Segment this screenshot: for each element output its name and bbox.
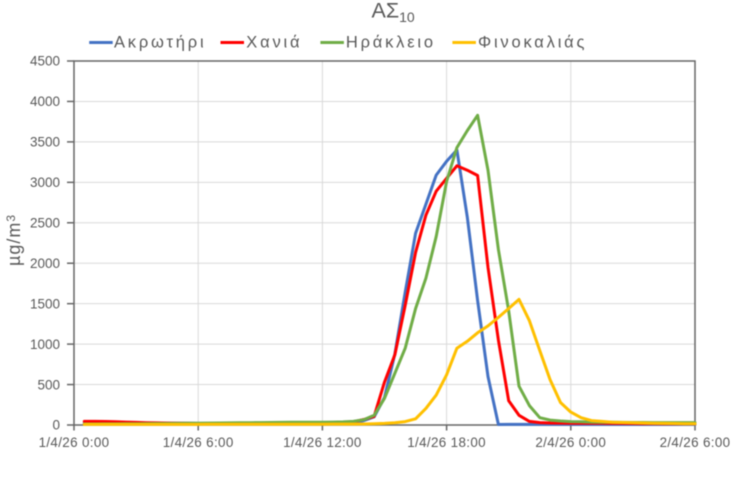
svg-text:0: 0 <box>52 418 60 433</box>
svg-text:4500: 4500 <box>30 54 60 69</box>
svg-text:2/4/26 0:00: 2/4/26 0:00 <box>535 435 606 450</box>
svg-text:Ακρωτήρι: Ακρωτήρι <box>114 34 206 52</box>
svg-text:Φινοκαλιάς: Φινοκαλιάς <box>478 34 587 52</box>
svg-text:2/4/26 6:00: 2/4/26 6:00 <box>660 435 731 450</box>
svg-text:1/4/26 12:00: 1/4/26 12:00 <box>283 435 362 450</box>
svg-text:2000: 2000 <box>30 256 60 271</box>
svg-text:Χανιά: Χανιά <box>246 34 302 52</box>
svg-text:1/4/26 0:00: 1/4/26 0:00 <box>39 435 110 450</box>
svg-text:1500: 1500 <box>30 296 60 311</box>
svg-text:500: 500 <box>37 377 60 392</box>
svg-text:3500: 3500 <box>30 135 60 150</box>
svg-text:4000: 4000 <box>30 94 60 109</box>
svg-text:1/4/26 18:00: 1/4/26 18:00 <box>407 435 486 450</box>
svg-text:µg/m3: µg/m3 <box>4 214 24 266</box>
svg-text:1000: 1000 <box>30 337 60 352</box>
svg-text:3000: 3000 <box>30 175 60 190</box>
svg-text:Ηράκλειο: Ηράκλειο <box>346 34 436 52</box>
svg-text:2500: 2500 <box>30 215 60 230</box>
svg-text:1/4/26 6:00: 1/4/26 6:00 <box>163 435 234 450</box>
